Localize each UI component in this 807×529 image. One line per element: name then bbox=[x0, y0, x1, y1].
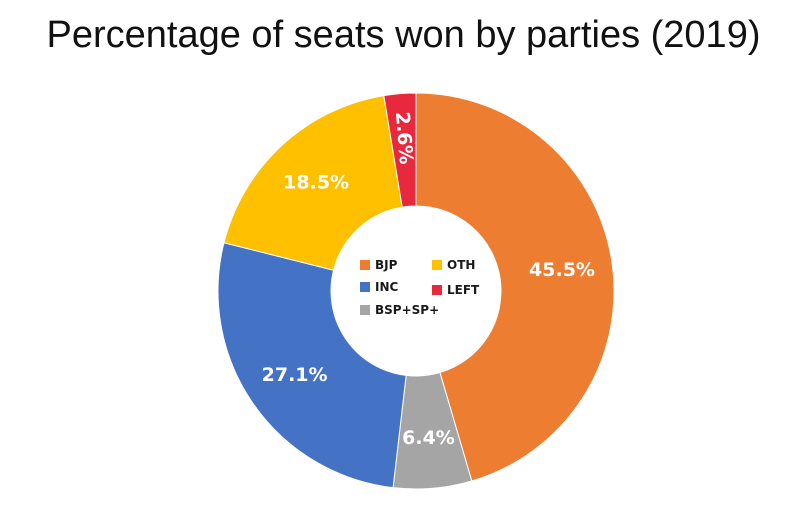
slice-labels-group: 45.5% 6.4% 27.1% 18.5% 2.6% bbox=[262, 111, 595, 449]
legend-label-oth: OTH bbox=[447, 258, 475, 272]
legend-label-bsp-sp: BSP+SP+ bbox=[375, 303, 439, 317]
slice-oth bbox=[223, 95, 403, 271]
slice-bjp bbox=[415, 92, 615, 482]
slice-left bbox=[383, 92, 417, 208]
legend-swatch-bjp bbox=[360, 260, 370, 270]
legend-swatch-inc bbox=[360, 282, 370, 292]
chart-title: Percentage of seats won by parties (2019… bbox=[46, 14, 761, 56]
legend-label-bjp: BJP bbox=[375, 258, 398, 272]
legend-swatch-bsp-sp bbox=[360, 305, 370, 315]
slices-group bbox=[217, 92, 615, 490]
value-label-left: 2.6% bbox=[391, 111, 417, 165]
legend-swatch-oth bbox=[432, 260, 442, 270]
value-label-bjp: 45.5% bbox=[529, 259, 595, 281]
legend: BJP OTH INC LEFT BSP+SP+ bbox=[360, 258, 480, 317]
value-label-oth: 18.5% bbox=[283, 171, 349, 193]
slice-inc bbox=[217, 242, 407, 489]
legend-label-left: LEFT bbox=[447, 283, 480, 297]
value-label-bsp-sp: 6.4% bbox=[402, 427, 455, 449]
legend-swatch-left bbox=[432, 285, 442, 295]
value-label-inc: 27.1% bbox=[262, 364, 328, 386]
legend-label-inc: INC bbox=[375, 280, 399, 294]
